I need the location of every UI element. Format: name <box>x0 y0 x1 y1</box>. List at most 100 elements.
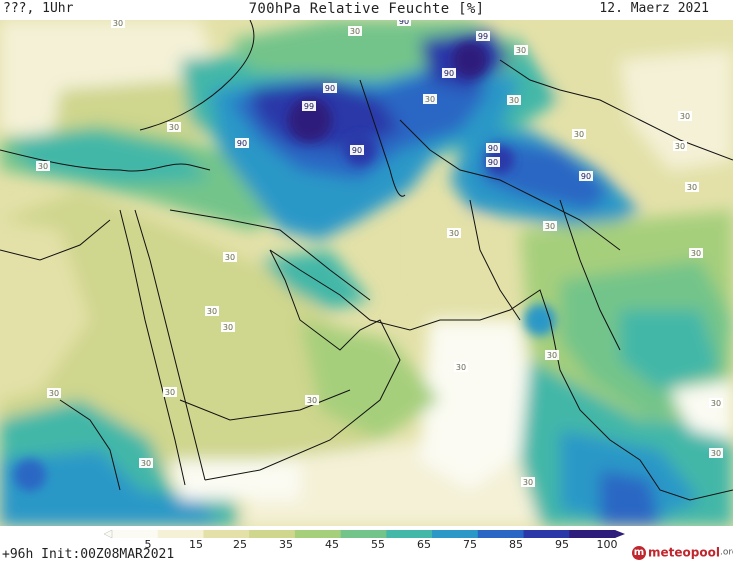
contour-label-box <box>545 350 559 360</box>
contour-label-box <box>486 157 500 167</box>
contour-label-box <box>678 111 692 121</box>
contour-label: 30 <box>516 46 526 55</box>
contour-label: 30 <box>141 459 151 468</box>
border-iraq <box>169 209 371 301</box>
contour-label: 90 <box>444 69 454 78</box>
contour-label: 30 <box>675 142 685 151</box>
coastline-red-sea-west <box>119 209 186 486</box>
humidity-detail <box>14 42 556 491</box>
field-africa-blue <box>0 450 220 526</box>
valid-date: 12. Maerz 2021 <box>599 1 709 16</box>
colorbar <box>103 529 625 539</box>
contour-label-box <box>47 388 61 398</box>
contour-label: 30 <box>207 307 217 316</box>
colorbar-left-arrow <box>103 529 113 539</box>
contour-label-box <box>543 221 557 231</box>
contour-label-box <box>139 458 153 468</box>
contour-label: 90 <box>237 139 247 148</box>
field-ocean-deep <box>600 470 660 526</box>
init-label: +96h Init:00Z08MAR2021 <box>2 547 175 562</box>
contour-label: 30 <box>49 389 59 398</box>
contour-label-box <box>447 228 461 238</box>
border-pakistan <box>469 199 521 321</box>
blob-india-blue <box>524 304 556 336</box>
border-africa <box>0 219 111 261</box>
colorbar-right-arrow <box>615 530 625 538</box>
field-iran-khaki <box>420 210 500 310</box>
field-west-khaki <box>0 220 90 400</box>
contour-label-box <box>514 45 528 55</box>
contour-label: 90 <box>581 172 591 181</box>
logo-badge-icon: m <box>632 545 646 560</box>
contour-label-box <box>521 477 535 487</box>
contour-label: 30 <box>711 449 721 458</box>
contour-label: 30 <box>223 323 233 332</box>
contour-label: 30 <box>545 222 555 231</box>
colorbar-tick-label: 35 <box>279 538 293 551</box>
coastline-caspian <box>359 79 406 197</box>
contour-label-box <box>709 448 723 458</box>
border-afghan <box>399 119 621 251</box>
contour-label: 30 <box>691 249 701 258</box>
contour-label-box <box>579 171 593 181</box>
contour-label: 30 <box>711 399 721 408</box>
contour-label-box <box>163 387 177 397</box>
contour-label-box <box>323 83 337 93</box>
border-ethiopia <box>59 399 121 491</box>
contour-label-box <box>348 26 362 36</box>
coastline-arabia <box>204 249 401 481</box>
contour-label: 30 <box>425 95 435 104</box>
colorbar-tick-label: 95 <box>555 538 569 551</box>
colorbar-swatch <box>432 530 479 538</box>
colorbar-swatch <box>340 530 387 538</box>
colorbar-swatch <box>249 530 296 538</box>
map-title: 700hPa Relative Feuchte [%] <box>248 1 485 17</box>
colorbar-tick-label: 55 <box>371 538 385 551</box>
core-max-2 <box>452 42 488 78</box>
logo-tld-text: .org <box>719 547 733 558</box>
footer-bar: 5 15 25 35 45 55 65 75 85 95 100 +96h Init:00Z08MA… <box>0 526 733 566</box>
border-central-asia <box>499 59 733 161</box>
contour-label-box <box>167 122 181 132</box>
contour-labels: 99 90 90 99 90 90 90 90 90 90 30 30 30 30 30 30 30 30 30 30… <box>36 20 723 487</box>
colorbar-tick-label: 85 <box>509 538 523 551</box>
contour-label: 90 <box>488 158 498 167</box>
contour-label-box <box>442 68 456 78</box>
contour-label: 90 <box>325 84 335 93</box>
colorbar-tick-label: 25 <box>233 538 247 551</box>
coastline-black-sea <box>139 20 255 131</box>
contour-label: 30 <box>113 20 123 28</box>
contour-label-box <box>486 143 500 153</box>
colorbar-swatch <box>569 530 616 538</box>
contour-label-box <box>223 252 237 262</box>
contour-label-box <box>305 395 319 405</box>
contour-label: 30 <box>350 27 360 36</box>
contour-label-box <box>689 248 703 258</box>
field-gulf-teal <box>260 250 370 310</box>
contour-label-box <box>572 129 586 139</box>
header-bar: ???, 1Uhr 700hPa Relative Feuchte [%] 12… <box>0 0 733 20</box>
logo-main-text: meteopool <box>648 545 720 560</box>
field-india-teal <box>620 310 720 390</box>
field-bay-dry <box>670 380 733 440</box>
colorbar-tick-label: 65 <box>417 538 431 551</box>
contour-label: 30 <box>169 123 179 132</box>
contour-label: 30 <box>38 162 48 171</box>
coastline-iran-india <box>269 249 733 501</box>
contour-label: 99 <box>478 32 488 41</box>
humidity-map: 99 90 90 99 90 90 90 90 90 90 30 30 30 30 30 30 30 30 30 30… <box>0 20 733 526</box>
colorbar-tick-label: 100 <box>596 538 618 551</box>
colorbar-tick-label: 5 <box>144 538 152 551</box>
contour-label-box <box>709 398 723 408</box>
contour-label: 90 <box>352 146 362 155</box>
contour-label-box <box>476 31 490 41</box>
colorbar-tick-label: 75 <box>463 538 477 551</box>
contour-label-box <box>350 145 364 155</box>
contour-label-box <box>205 306 219 316</box>
colorbar-tick-label: 45 <box>325 538 339 551</box>
coastlines <box>0 20 733 501</box>
contour-label: 30 <box>687 183 697 192</box>
contour-label-box <box>36 161 50 171</box>
